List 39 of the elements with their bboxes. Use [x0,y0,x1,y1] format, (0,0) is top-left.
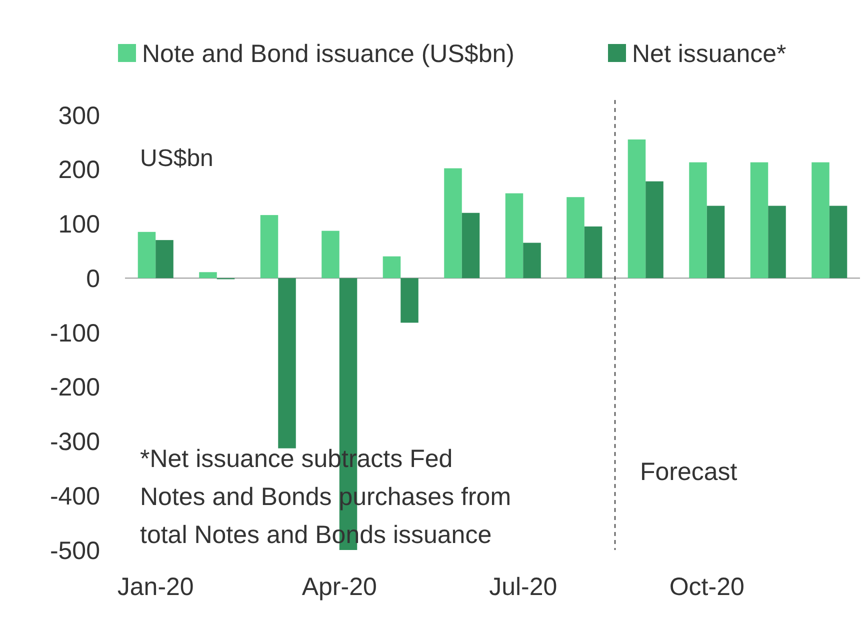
y-tick-label: -200 [50,374,100,402]
bar [584,226,602,278]
y-tick-label: -500 [50,536,100,565]
x-tick-label: Oct-20 [669,573,744,601]
bar [689,162,707,278]
x-tick-label: Jan-20 [117,573,194,601]
bar [138,232,156,278]
bar [628,139,646,278]
bar [322,230,340,278]
bar [812,162,830,278]
bar [444,168,462,278]
bar [400,278,418,323]
legend-label: Note and Bond issuance (US$bn) [142,40,514,68]
annotation: Forecast [640,458,738,486]
y-axis-title: US$bn [140,145,214,172]
bar [382,256,401,278]
y-tick-label: -300 [50,428,100,456]
x-tick-label: Jul-20 [489,573,558,601]
bar [706,206,725,278]
bar [156,240,174,278]
bar [646,181,664,278]
x-tick-label: Apr-20 [302,573,377,601]
legend-label: Net issuance* [632,40,787,68]
y-tick-label: -400 [50,482,100,510]
bar [566,197,584,278]
bar [829,206,848,278]
bar [199,272,217,278]
bar [750,162,768,278]
bar [768,206,786,278]
y-tick-label: 100 [58,210,100,238]
bar [278,278,296,448]
y-tick-label: -100 [50,319,100,348]
y-tick-label: 300 [58,102,100,130]
bar [260,215,278,278]
bar [523,242,541,278]
bar [505,193,524,278]
y-tick-label: 0 [86,264,100,293]
y-tick-label: 200 [58,156,100,184]
bar [462,212,480,278]
